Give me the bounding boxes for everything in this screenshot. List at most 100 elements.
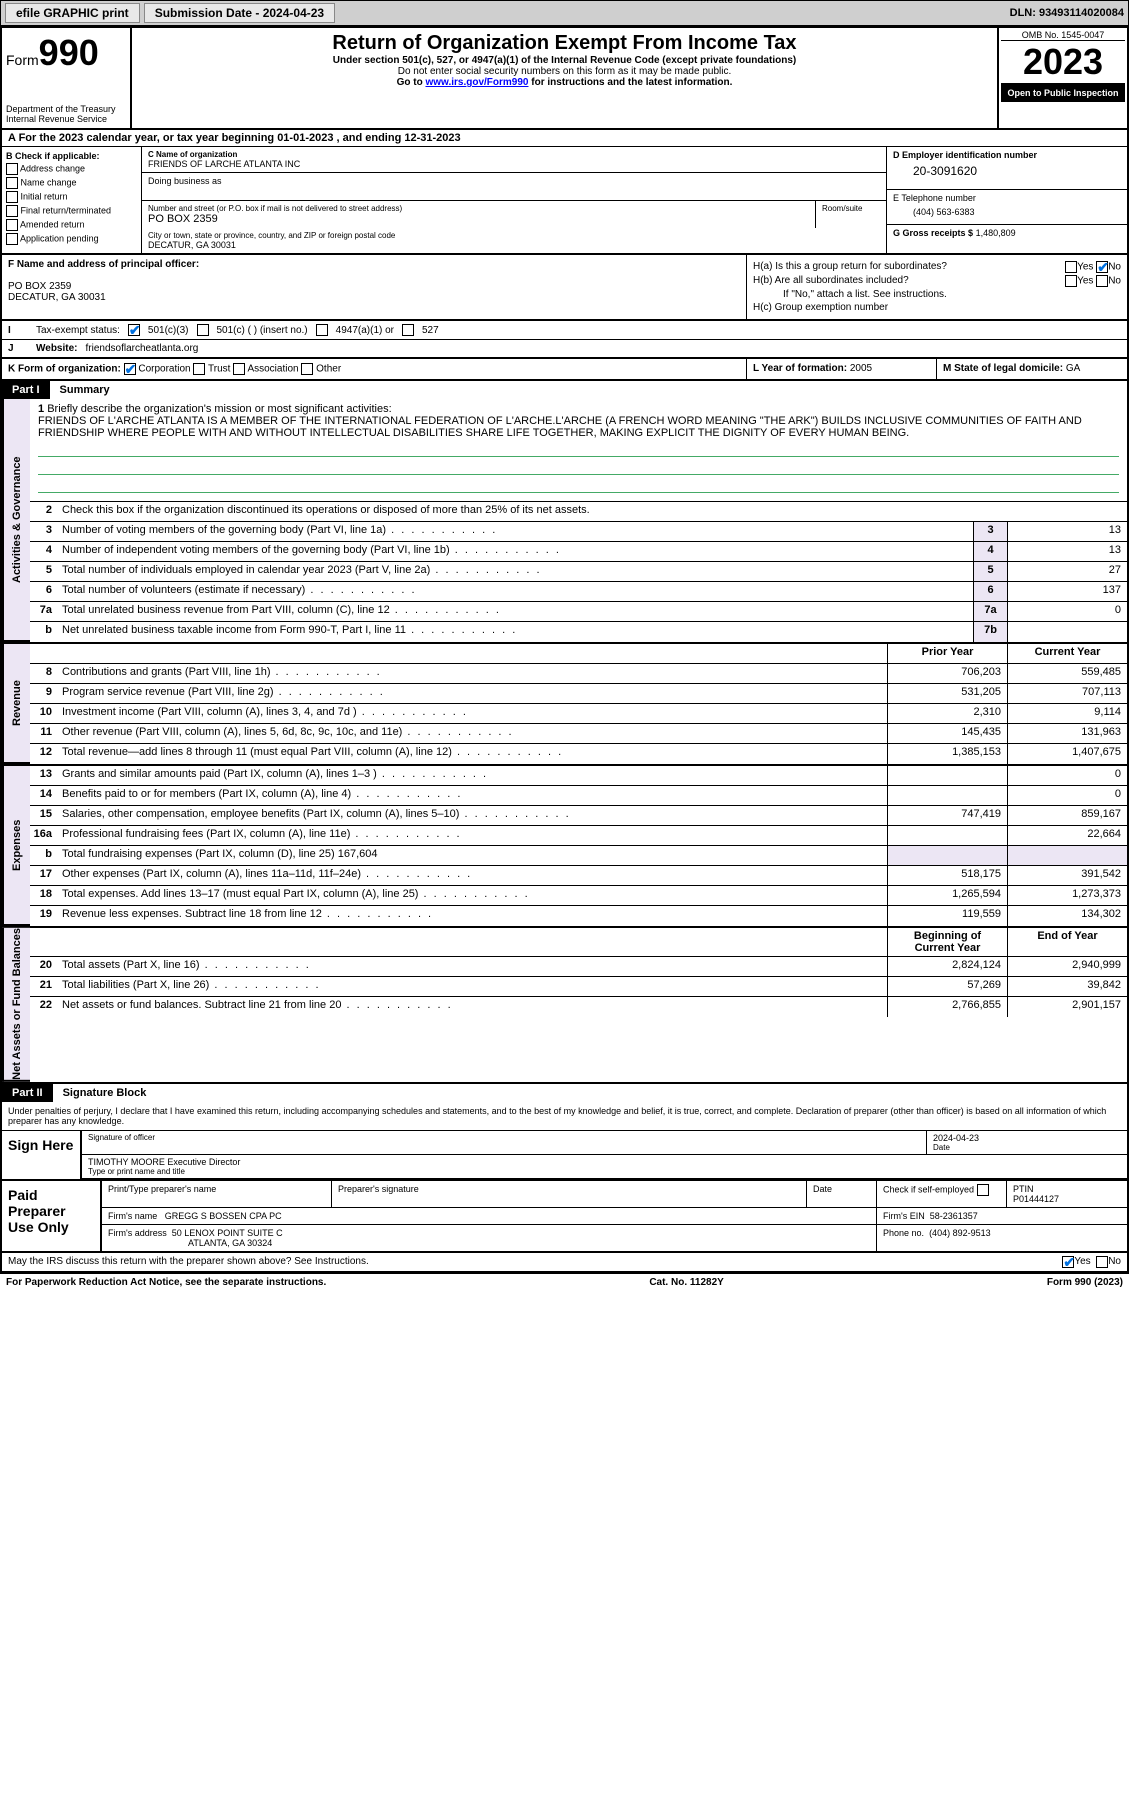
summary-line: 14 Benefits paid to or for members (Part… [30,786,1127,806]
line-num: 6 [30,582,58,601]
gov-line: b Net unrelated business taxable income … [30,622,1127,642]
officer-name-label: Type or print name and title [88,1167,1121,1176]
mission-rule-2 [38,461,1119,475]
efile-print-button[interactable]: efile GRAPHIC print [5,3,140,23]
part-2-title: Signature Block [53,1084,1127,1102]
hb-no-checkbox[interactable] [1096,275,1108,287]
other-checkbox[interactable] [301,363,313,375]
hb-yes: Yes [1077,276,1093,287]
prior-val: 119,559 [887,906,1007,926]
dba-label: Doing business as [148,176,880,186]
mission-num: 1 [38,403,44,415]
website-value: friendsoflarcheatlanta.org [86,343,199,354]
goto-pre: Go to [397,77,426,88]
row-klm: K Form of organization: Corporation Trus… [2,359,1127,381]
current-val: 391,542 [1007,866,1127,885]
header-left: Form 990 Department of the Treasury Inte… [2,28,132,128]
checkbox-final-return[interactable] [6,205,18,217]
tax-year: 2023 [1001,40,1125,84]
prior-val [887,846,1007,865]
prior-val: 1,385,153 [887,744,1007,764]
prep-print-label: Print/Type preparer's name [102,1181,332,1207]
line-num: 9 [30,684,58,703]
line-num: 10 [30,704,58,723]
checkbox-application-pending[interactable] [6,233,18,245]
line-desc: Other expenses (Part IX, column (A), lin… [58,866,887,885]
discuss-no-checkbox[interactable] [1096,1256,1108,1268]
summary-line: 12 Total revenue—add lines 8 through 11 … [30,744,1127,764]
mission-rule-3 [38,479,1119,493]
submission-date-button[interactable]: Submission Date - 2024-04-23 [144,3,335,23]
opt-init: Initial return [21,191,68,201]
discuss-yes-checkbox[interactable] [1062,1256,1074,1268]
line-num: 21 [30,977,58,996]
501c3-checkbox[interactable] [128,324,140,336]
pra-notice: For Paperwork Reduction Act Notice, see … [6,1277,326,1288]
signature-block: Sign Here Signature of officer 2024-04-2… [2,1131,1127,1181]
current-val: 1,407,675 [1007,744,1127,764]
prior-val [887,766,1007,785]
current-val: 0 [1007,786,1127,805]
prior-val: 1,265,594 [887,886,1007,905]
line-desc: Total fundraising expenses (Part IX, col… [58,846,887,865]
assoc-checkbox[interactable] [233,363,245,375]
line-box: 3 [973,522,1007,541]
prior-val [887,826,1007,845]
top-bar: efile GRAPHIC print Submission Date - 20… [0,0,1129,26]
corp-checkbox[interactable] [124,363,136,375]
row-m-label: M State of legal domicile: [943,363,1063,374]
current-val [1007,846,1127,865]
ha-no-checkbox[interactable] [1096,261,1108,273]
checkbox-address-change[interactable] [6,163,18,175]
4947-checkbox[interactable] [316,324,328,336]
summary-line: 8 Contributions and grants (Part VIII, l… [30,664,1127,684]
hb-yes-checkbox[interactable] [1065,275,1077,287]
dln-label: DLN: 93493114020084 [1010,7,1124,19]
irs-link[interactable]: www.irs.gov/Form990 [425,77,528,88]
row-ij: I Tax-exempt status: 501(c)(3) 501(c) ( … [2,321,1127,359]
line-val: 0 [1007,602,1127,621]
4947-label: 4947(a)(1) or [336,325,394,336]
gov-line: 4 Number of independent voting members o… [30,542,1127,562]
line-num: 4 [30,542,58,561]
revenue-section: Revenue Prior Year Current Year 8 Contri… [2,644,1127,766]
checkbox-name-change[interactable] [6,177,18,189]
prior-val: 531,205 [887,684,1007,703]
line-box: 7a [973,602,1007,621]
row-k-label: K Form of organization: [8,364,121,375]
summary-line: 19 Revenue less expenses. Subtract line … [30,906,1127,926]
firm-phone: (404) 892-9513 [929,1228,991,1238]
part-1-header: Part I Summary [2,381,1127,399]
discuss-no: No [1108,1256,1121,1268]
self-employed-checkbox[interactable] [977,1184,989,1196]
line-num: 20 [30,957,58,976]
part-2-header: Part II Signature Block [2,1084,1127,1102]
current-val: 859,167 [1007,806,1127,825]
firm-name: GREGG S BOSSEN CPA PC [165,1211,282,1221]
501c-checkbox[interactable] [197,324,209,336]
header-right: OMB No. 1545-0047 2023 Open to Public In… [997,28,1127,128]
section-b: B Check if applicable: Address change Na… [2,147,142,253]
trust-checkbox[interactable] [193,363,205,375]
current-val: 9,114 [1007,704,1127,723]
checkbox-amended-return[interactable] [6,219,18,231]
begin-year-header: Beginning of Current Year [887,928,1007,956]
checkbox-initial-return[interactable] [6,191,18,203]
527-checkbox[interactable] [402,324,414,336]
form-number: 990 [39,32,99,74]
city-state-zip: DECATUR, GA 30031 [148,240,880,250]
current-val: 22,664 [1007,826,1127,845]
line-num: 5 [30,562,58,581]
current-val: 0 [1007,766,1127,785]
end-year-header: End of Year [1007,928,1127,956]
sig-date-label: Date [933,1143,1121,1152]
prior-val: 2,824,124 [887,957,1007,976]
line-val: 13 [1007,522,1127,541]
ha-yes-checkbox[interactable] [1065,261,1077,273]
line-box: 7b [973,622,1007,642]
line-desc: Grants and similar amounts paid (Part IX… [58,766,887,785]
telephone-value: (404) 563-6383 [893,203,1121,221]
prep-date-label: Date [807,1181,877,1207]
opt-name: Name change [21,177,77,187]
corp-label: Corporation [138,364,190,375]
